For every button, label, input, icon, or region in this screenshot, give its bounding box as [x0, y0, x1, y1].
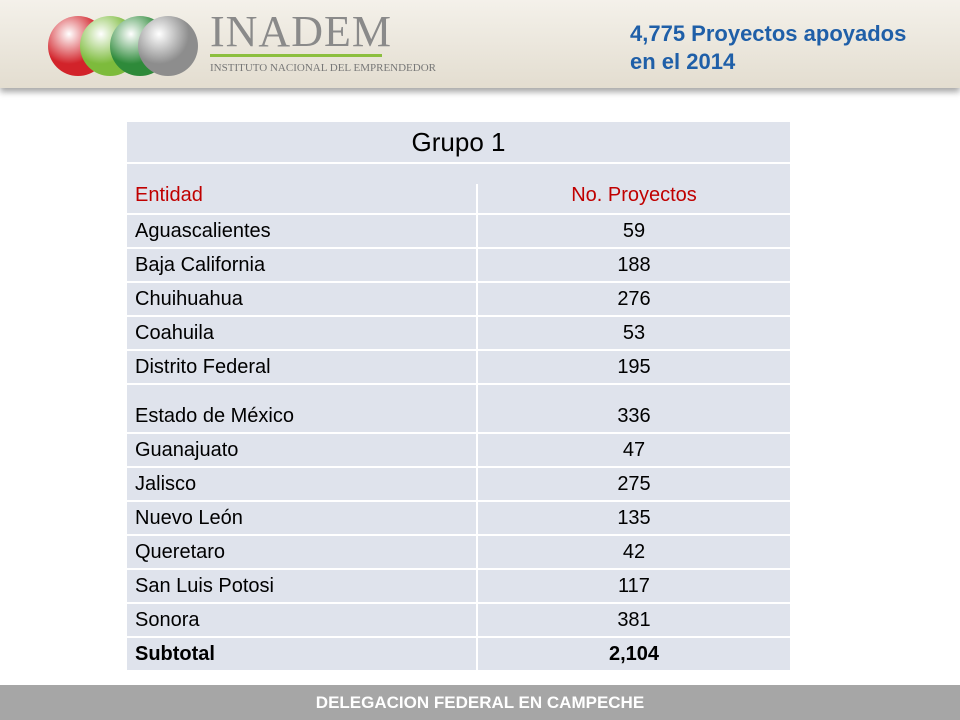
- cell-entity: Baja California: [127, 249, 478, 281]
- cell-entity: Coahuila: [127, 317, 478, 349]
- table-row: Guanajuato 47: [127, 432, 790, 466]
- cell-count: 336: [617, 405, 651, 427]
- table-row: Coahuila 53: [127, 315, 790, 349]
- cell-count: 275: [617, 472, 651, 495]
- table-title: Grupo 1: [127, 122, 790, 162]
- table-row: Jalisco 275: [127, 466, 790, 500]
- table-row: Nuevo León 135: [127, 500, 790, 534]
- cell-entity: Queretaro: [127, 536, 478, 568]
- logo-subtitle: INSTITUTO NACIONAL DEL EMPRENDEDOR: [210, 62, 436, 74]
- cell-entity: Aguascalientes: [127, 215, 478, 247]
- footer: DELEGACION FEDERAL EN CAMPECHE: [0, 685, 960, 720]
- headline: 4,775 Proyectos apoyados en el 2014: [630, 20, 906, 76]
- cell-entity: Subtotal: [127, 638, 478, 670]
- logo-title: INADEM: [210, 7, 392, 56]
- cell-entity: Chuihuahua: [127, 283, 478, 315]
- cell-count: 188: [617, 253, 651, 276]
- cell-count: 47: [622, 438, 646, 461]
- cell-entity: Guanajuato: [127, 434, 478, 466]
- table-row: Chuihuahua 276: [127, 281, 790, 315]
- cell-entity: San Luis Potosi: [127, 570, 478, 602]
- table-row: Estado de México 336: [127, 383, 790, 432]
- table-row: Baja California 188: [127, 247, 790, 281]
- headline-line: en el 2014: [630, 49, 736, 74]
- table-header: Entidad No. Proyectos: [127, 162, 790, 213]
- cell-count: 53: [622, 321, 646, 344]
- header: INADEM INSTITUTO NACIONAL DEL EMPRENDEDO…: [0, 0, 960, 88]
- table-row: Queretaro 42: [127, 534, 790, 568]
- total-row: Subtotal 2,104: [127, 636, 790, 670]
- cell-entity: Sonora: [127, 604, 478, 636]
- table-row: Aguascalientes 59: [127, 213, 790, 247]
- cell-count: 195: [617, 355, 651, 378]
- headline-line: 4,775 Proyectos apoyados: [630, 21, 907, 46]
- cell-entity: Distrito Federal: [127, 351, 478, 383]
- table-row: San Luis Potosi 117: [127, 568, 790, 602]
- column-header: Entidad: [127, 184, 478, 213]
- cell-count: 117: [618, 574, 650, 597]
- cell-count: 59: [622, 219, 646, 242]
- cell-count: 381: [617, 608, 651, 631]
- cell-entity: Nuevo León: [127, 502, 478, 534]
- cell-entity: Jalisco: [127, 468, 478, 500]
- cell-count: 276: [617, 287, 651, 310]
- table: Grupo 1 Entidad No. Proyectos Aguascalie…: [127, 122, 790, 670]
- logo-circles: [48, 16, 198, 76]
- cell-count: 42: [622, 540, 646, 563]
- cell-count: 2,104: [608, 642, 660, 665]
- table-row: Sonora 381: [127, 602, 790, 636]
- table-row: Distrito Federal 195: [127, 349, 790, 383]
- cell-count: 135: [617, 506, 651, 529]
- cell-entity: Estado de México: [127, 385, 478, 432]
- column-header: No. Proyectos: [571, 184, 697, 206]
- logo-rule: [210, 54, 382, 57]
